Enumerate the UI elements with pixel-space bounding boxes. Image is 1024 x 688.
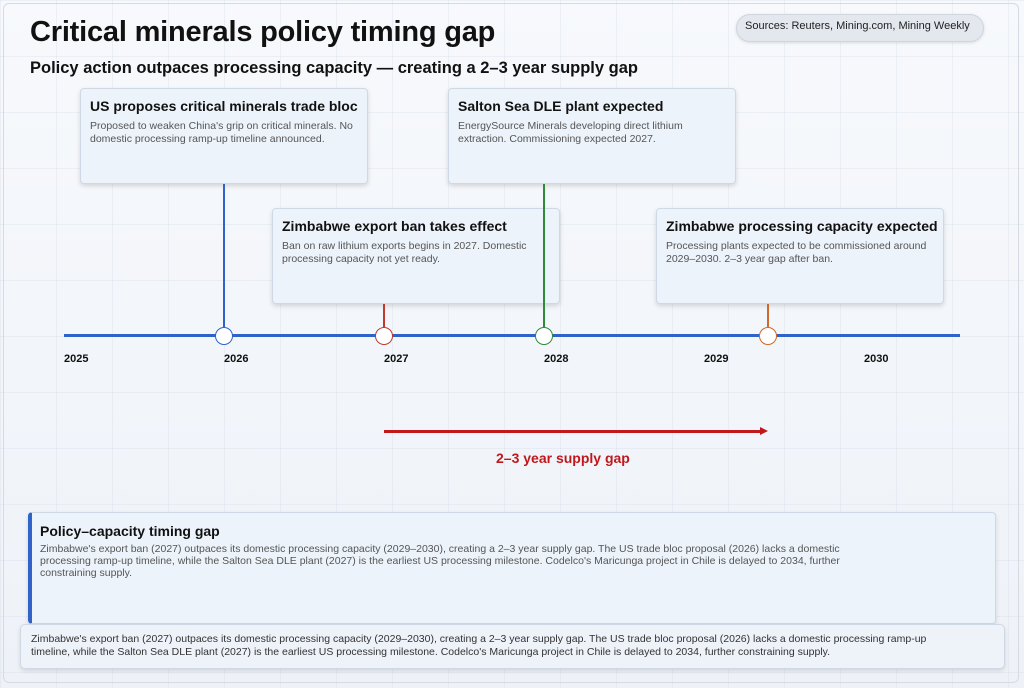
year-label: 2030 xyxy=(864,353,889,365)
year-label: 2025 xyxy=(64,353,89,365)
event-marker-salton-sea-dle xyxy=(535,327,553,345)
event-card-zimbabwe-processing-capacity: Zimbabwe processing capacity expected Pr… xyxy=(656,208,944,304)
summary-title: Policy–capacity timing gap xyxy=(40,523,220,539)
summary-card: Policy–capacity timing gap Zimbabwe's ex… xyxy=(28,512,996,624)
summary-text: Zimbabwe's export ban (2027) outpaces it… xyxy=(40,543,840,579)
event-title: Salton Sea DLE plant expected xyxy=(458,98,664,114)
event-description: Ban on raw lithium exports begins in 202… xyxy=(282,240,527,265)
event-card-zimbabwe-export-ban: Zimbabwe export ban takes effect Ban on … xyxy=(272,208,560,304)
event-stem-us-trade-bloc xyxy=(223,184,225,327)
event-description: Processing plants expected to be commiss… xyxy=(666,240,927,265)
supply-gap-arrowhead xyxy=(760,427,768,435)
year-label: 2028 xyxy=(544,353,569,365)
event-title: US proposes critical minerals trade bloc xyxy=(90,98,358,114)
supply-gap-arrow xyxy=(384,430,762,433)
footer-text: Zimbabwe's export ban (2027) outpaces it… xyxy=(31,633,927,658)
event-stem-zimbabwe-processing-capacity xyxy=(767,304,769,327)
supply-gap-label: 2–3 year supply gap xyxy=(496,450,630,466)
year-label: 2029 xyxy=(704,353,729,365)
event-description: EnergySource Minerals developing direct … xyxy=(458,120,683,145)
event-marker-us-trade-bloc xyxy=(215,327,233,345)
sources-badge: Sources: Reuters, Mining.com, Mining Wee… xyxy=(736,14,984,42)
event-stem-salton-sea-dle xyxy=(543,184,545,327)
event-card-us-trade-bloc: US proposes critical minerals trade bloc… xyxy=(80,88,368,184)
event-title: Zimbabwe processing capacity expected xyxy=(666,218,938,234)
year-label: 2027 xyxy=(384,353,409,365)
event-marker-zimbabwe-processing-capacity xyxy=(759,327,777,345)
year-label: 2026 xyxy=(224,353,249,365)
page-title: Critical minerals policy timing gap xyxy=(30,16,496,48)
event-marker-zimbabwe-export-ban xyxy=(375,327,393,345)
event-title: Zimbabwe export ban takes effect xyxy=(282,218,507,234)
event-description: Proposed to weaken China's grip on criti… xyxy=(90,120,353,145)
event-stem-zimbabwe-export-ban xyxy=(383,304,385,327)
page-subtitle: Policy action outpaces processing capaci… xyxy=(30,59,638,77)
footer-caption: Zimbabwe's export ban (2027) outpaces it… xyxy=(20,624,1005,669)
event-card-salton-sea-dle: Salton Sea DLE plant expected EnergySour… xyxy=(448,88,736,184)
timeline-axis xyxy=(64,334,960,337)
